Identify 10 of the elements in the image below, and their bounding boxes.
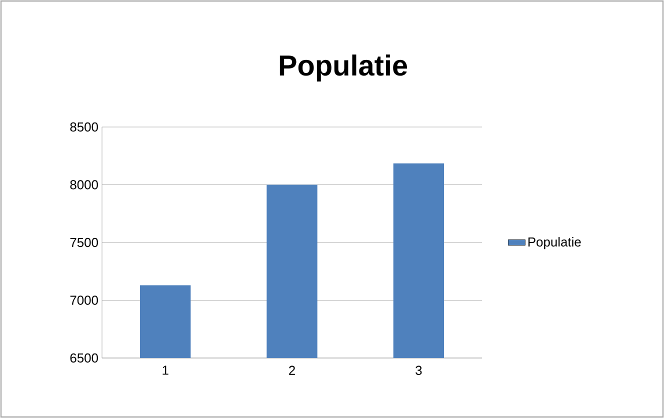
x-tick-label: 3 xyxy=(416,366,422,375)
chart-title: Populatie xyxy=(280,54,408,82)
x-tick-label: 1 xyxy=(162,366,168,375)
legend-label: Populatie xyxy=(528,237,581,250)
y-tick-label: 8000 xyxy=(70,180,98,190)
y-tick-label: 7000 xyxy=(70,296,98,305)
y-tick-label: 8500 xyxy=(70,122,98,132)
y-tick-label: 6500 xyxy=(70,353,98,363)
x-tick-label: 2 xyxy=(289,366,295,375)
y-tick-label: 7500 xyxy=(70,238,98,248)
